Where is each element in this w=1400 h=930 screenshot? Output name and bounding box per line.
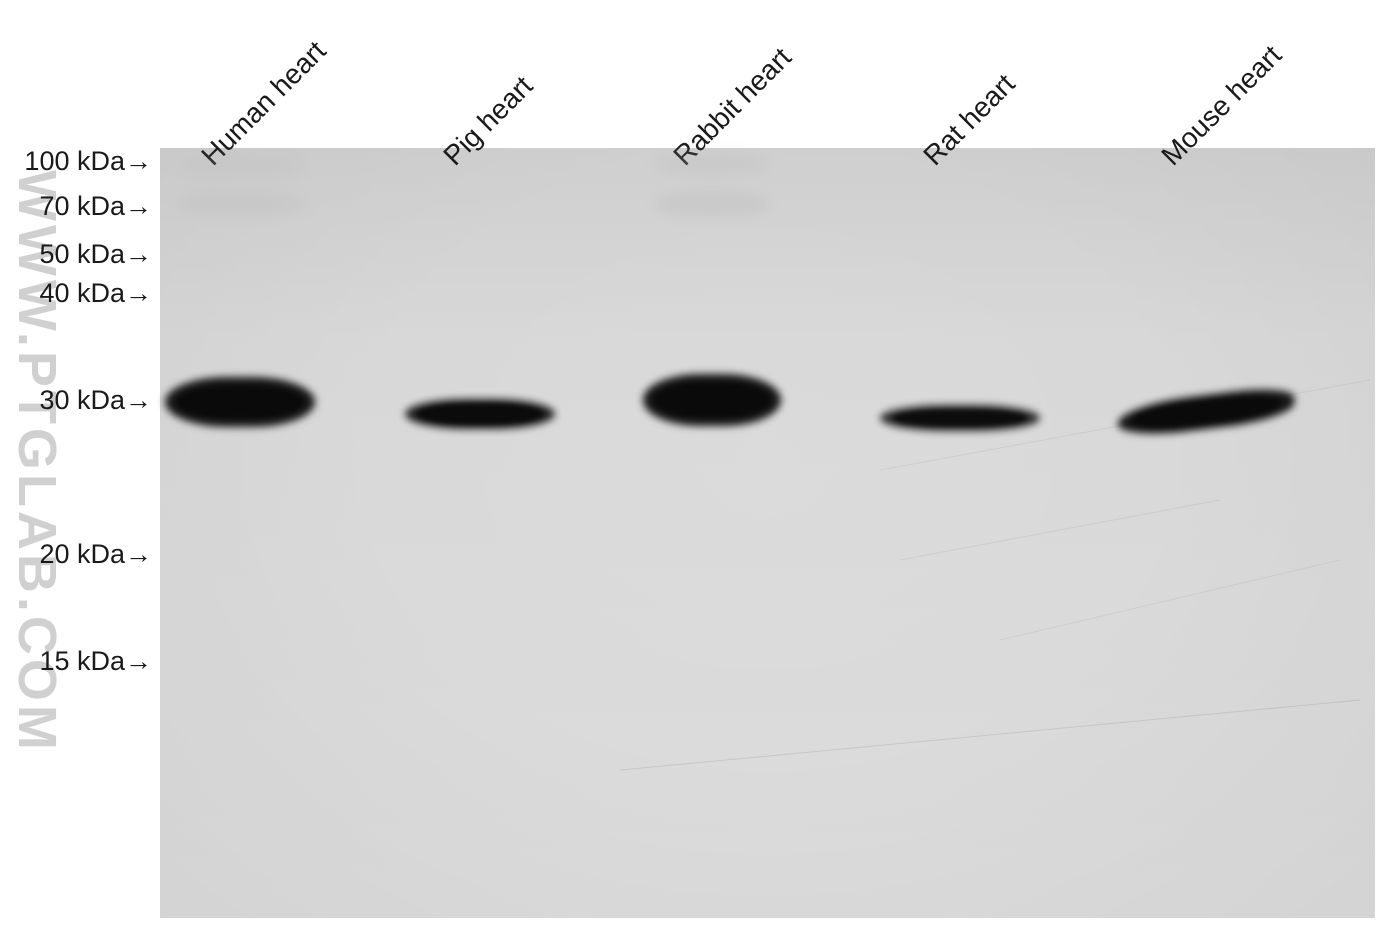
blot-membrane <box>160 148 1375 918</box>
mw-marker-30: 30 kDa→ <box>39 385 152 416</box>
mw-marker-20: 20 kDa→ <box>39 539 152 570</box>
lane-pig-band-core <box>417 404 543 423</box>
lane-rabbit-band-core <box>654 383 770 416</box>
lane-human-band-core <box>177 386 303 418</box>
blot-vignette <box>160 148 1375 918</box>
lane-rabbit-band-faint-2 <box>654 152 770 176</box>
lane-rabbit-band-faint-1 <box>653 191 771 217</box>
mw-marker-100: 100 kDa→ <box>24 146 152 177</box>
lane-human-band-faint-1 <box>177 192 307 216</box>
mw-marker-40: 40 kDa→ <box>39 278 152 309</box>
figure-stage: WWW.PTGLAB.COM 100 kDa→70 kDa→50 kDa→40 … <box>0 0 1400 930</box>
lane-human-band-faint-2 <box>178 155 306 177</box>
mw-marker-15: 15 kDa→ <box>39 646 152 677</box>
mw-marker-70: 70 kDa→ <box>39 191 152 222</box>
lane-rat-band-core <box>893 410 1027 427</box>
mw-marker-50: 50 kDa→ <box>39 239 152 270</box>
